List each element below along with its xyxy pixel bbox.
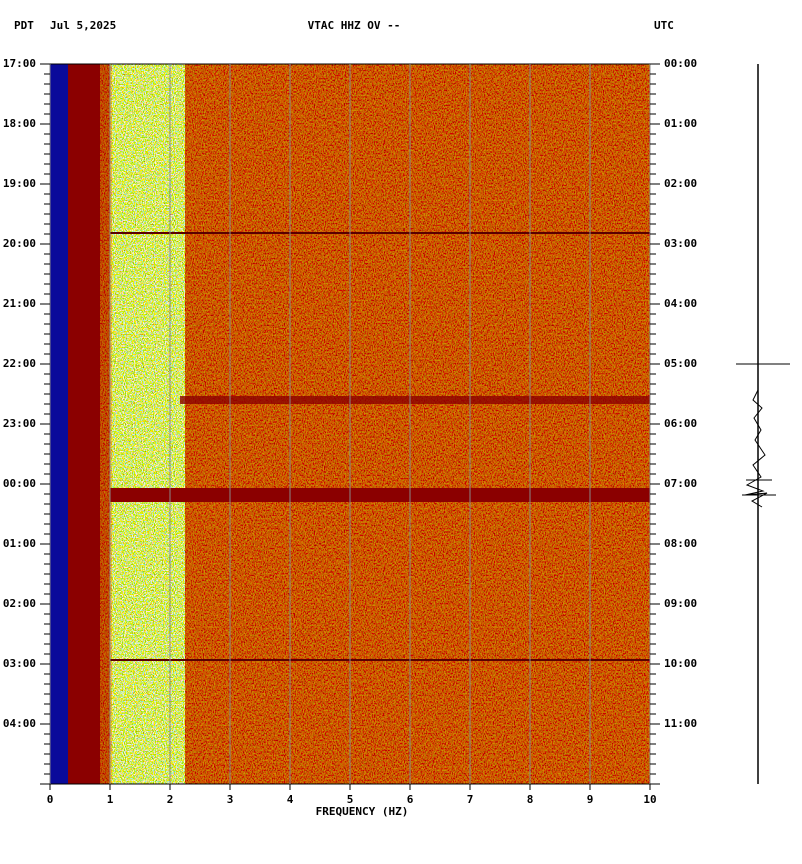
y-right-label: 11:00 xyxy=(664,717,697,730)
y-left-label: 18:00 xyxy=(3,117,36,130)
x-tick-label: 9 xyxy=(587,793,594,806)
y-left-label: 22:00 xyxy=(3,357,36,370)
x-tick-label: 10 xyxy=(643,793,656,806)
y-right-label: 07:00 xyxy=(664,477,697,490)
x-tick-label: 7 xyxy=(467,793,474,806)
y-right-label: 01:00 xyxy=(664,117,697,130)
y-right-label: 03:00 xyxy=(664,237,697,250)
y-left-label: 21:00 xyxy=(3,297,36,310)
x-tick-label: 0 xyxy=(47,793,54,806)
right-zone: UTC xyxy=(654,19,674,32)
y-right-label: 04:00 xyxy=(664,297,697,310)
x-tick-label: 5 xyxy=(347,793,354,806)
y-left-label: 17:00 xyxy=(3,57,36,70)
y-right-label: 00:00 xyxy=(664,57,697,70)
y-right-label: 05:00 xyxy=(664,357,697,370)
seismogram xyxy=(736,64,790,784)
x-tick-label: 8 xyxy=(527,793,534,806)
left-zone: PDT xyxy=(14,19,34,32)
y-right-label: 08:00 xyxy=(664,537,697,550)
y-right-label: 10:00 xyxy=(664,657,697,670)
x-tick-label: 2 xyxy=(167,793,174,806)
x-axis-label: FREQUENCY (HZ) xyxy=(316,805,409,818)
y-right-label: 06:00 xyxy=(664,417,697,430)
y-left-label: 19:00 xyxy=(3,177,36,190)
y-left-label: 03:00 xyxy=(3,657,36,670)
y-left-label: 23:00 xyxy=(3,417,36,430)
x-tick-label: 3 xyxy=(227,793,234,806)
y-left-label: 04:00 xyxy=(3,717,36,730)
y-left-label: 01:00 xyxy=(3,537,36,550)
y-left-label: 02:00 xyxy=(3,597,36,610)
y-left-label: 00:00 xyxy=(3,477,36,490)
x-tick-label: 4 xyxy=(287,793,294,806)
y-right-label: 02:00 xyxy=(664,177,697,190)
y-right-label: 09:00 xyxy=(664,597,697,610)
x-tick-label: 6 xyxy=(407,793,414,806)
date: Jul 5,2025 xyxy=(50,19,116,32)
x-tick-label: 1 xyxy=(107,793,114,806)
y-left-label: 20:00 xyxy=(3,237,36,250)
station: VTAC HHZ OV -- xyxy=(308,19,401,32)
